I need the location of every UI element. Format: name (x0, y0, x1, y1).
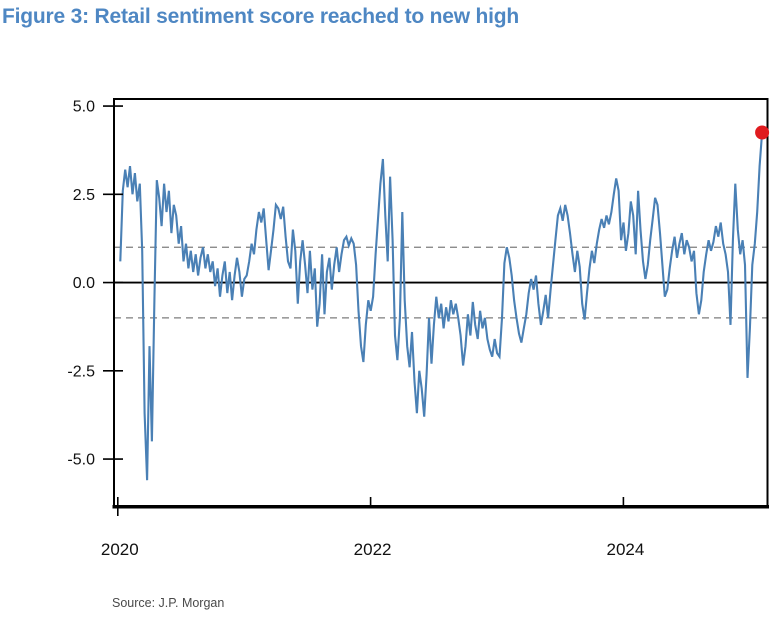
latest-point-red-dot-icon (755, 125, 770, 140)
x-axis-labels: 2020 2022 2024 (101, 540, 644, 559)
y-tick-label: 5.0 (73, 99, 95, 116)
y-tick-label: 0.0 (73, 275, 95, 292)
y-tick-label: -2.5 (67, 363, 95, 380)
source-text: Source: J.P. Morgan (112, 596, 225, 610)
x-axis-ticks (116, 497, 625, 516)
y-tick-label: 2.5 (73, 187, 95, 204)
y-axis-ticks (103, 105, 123, 460)
x-tick-label: 2022 (354, 540, 392, 559)
y-tick-label: -5.0 (67, 452, 95, 469)
figure-title: Figure 3: Retail sentiment score reached… (2, 5, 520, 28)
retail-sentiment-line (119, 132, 764, 481)
x-tick-label: 2020 (101, 540, 139, 559)
plot-frame (113, 98, 769, 507)
x-tick-label: 2024 (606, 540, 644, 559)
y-axis-labels: 5.0 2.5 0.0 -2.5 -5.0 (67, 99, 95, 469)
